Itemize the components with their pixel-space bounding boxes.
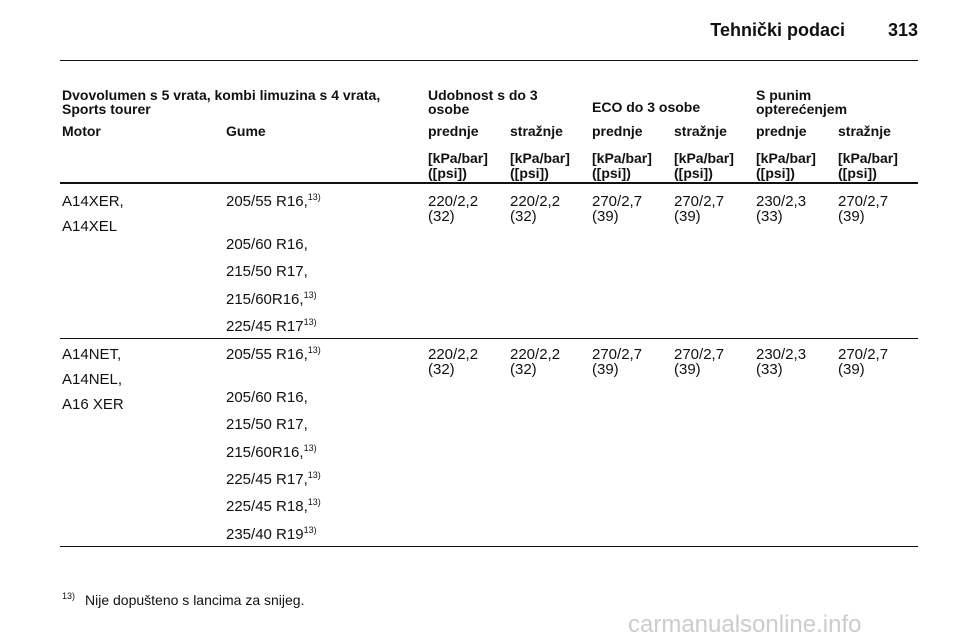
unit-label: [kPa/bar]	[428, 150, 488, 166]
pressure: 270/2,7	[674, 346, 725, 363]
page-number: 313	[887, 20, 918, 40]
tire-size: 215/50 R17,	[226, 263, 308, 281]
tire: 215/50 R17,	[226, 264, 308, 280]
column-header: stražnje	[838, 123, 891, 139]
tire-size: 215/50 R17,	[226, 416, 308, 434]
pressure: 270/2,7	[838, 193, 889, 210]
tire: 205/55 R16,13)	[226, 345, 321, 363]
pressure: (39)	[592, 361, 619, 378]
group-header: Udobnost s do 3 osobe	[428, 87, 538, 117]
unit-label: ([psi])	[428, 165, 467, 181]
tire-size: 205/55 R16,	[226, 346, 308, 363]
tire-size: 225/45 R18,	[226, 498, 308, 516]
footnote: 13) Nije dopušteno s lancima za snijeg.	[62, 591, 305, 609]
pressure: (33)	[756, 208, 783, 225]
pressure: 220/2,2	[510, 193, 561, 210]
pressure: (32)	[510, 208, 537, 225]
footnote-ref: 13)	[307, 345, 321, 355]
pressure: (32)	[428, 361, 455, 378]
column-header: Motor	[62, 123, 101, 139]
tire-size: 205/55 R16,	[226, 193, 308, 210]
group-header: S punim opterećenjem	[756, 87, 848, 117]
column-header: prednje	[756, 123, 807, 139]
header-title: Tehnički podaci	[710, 20, 845, 40]
pressure: 220/2,2	[428, 193, 479, 210]
motor: A14NEL,	[62, 371, 123, 388]
unit-label: ([psi])	[756, 165, 795, 181]
unit-label: ([psi])	[674, 165, 713, 181]
pressure: 220/2,2	[428, 346, 479, 363]
tire-size: 205/60 R16,	[226, 236, 308, 253]
rule	[60, 546, 918, 547]
pressure: (33)	[756, 361, 783, 378]
tire-size: 225/45 R17,	[226, 470, 308, 488]
rule	[60, 60, 918, 61]
tire: 235/40 R1913)	[226, 524, 317, 543]
rule	[60, 182, 918, 184]
tire: 215/60R16,13)	[226, 289, 317, 308]
pressure: 270/2,7	[592, 346, 643, 363]
pressure: (39)	[592, 208, 619, 225]
pressure: 220/2,2	[510, 346, 561, 363]
footnote-ref: 13)	[307, 497, 321, 508]
pressure: (32)	[428, 208, 455, 225]
footnote-ref: 13)	[303, 442, 317, 453]
tire: 205/55 R16,13)	[226, 192, 321, 210]
column-header: stražnje	[510, 123, 563, 139]
group-header: ECO do 3 osobe	[592, 99, 701, 115]
pressure: (39)	[838, 361, 865, 378]
tire-size: 235/40 R19	[226, 525, 304, 543]
tire-size: 225/45 R17	[226, 317, 304, 335]
column-header: prednje	[428, 123, 479, 139]
tire: 225/45 R17,13)	[226, 469, 321, 488]
pressure: 270/2,7	[592, 193, 643, 210]
tire: 225/45 R18,13)	[226, 497, 321, 516]
column-header: stražnje	[674, 123, 727, 139]
watermark: carmanualsonline.info	[628, 611, 862, 638]
footnote-text: Nije dopušteno s lancima za snijeg.	[85, 592, 305, 608]
pressure: 270/2,7	[838, 346, 889, 363]
pressure: (32)	[510, 361, 537, 378]
motor: A16 XER	[62, 396, 124, 413]
pressure: (39)	[674, 208, 701, 225]
group-header: Dvovolumen s 5 vrata, kombi limuzina s 4…	[62, 87, 381, 117]
footnote-ref: 13)	[307, 192, 321, 202]
footnote-ref: 13)	[303, 289, 317, 300]
unit-label: [kPa/bar]	[674, 150, 734, 166]
tire-size: 205/60 R16,	[226, 389, 308, 406]
rule	[60, 338, 918, 339]
footnote-ref: 13)	[303, 524, 317, 535]
motor: A14XER,	[62, 193, 124, 210]
motor: A14NET,	[62, 346, 122, 363]
column-header: prednje	[592, 123, 643, 139]
pressure: (39)	[674, 361, 701, 378]
tire-size: 215/60R16,	[226, 290, 304, 308]
tire: 205/60 R16,	[226, 390, 308, 406]
tire: 225/45 R1713)	[226, 316, 317, 335]
pressure: 230/2,3	[756, 193, 807, 210]
unit-label: [kPa/bar]	[510, 150, 570, 166]
tire: 205/60 R16,	[226, 237, 308, 253]
pressure: 230/2,3	[756, 346, 807, 363]
tire-size: 215/60R16,	[226, 443, 304, 461]
unit-label: [kPa/bar]	[838, 150, 898, 166]
unit-label: [kPa/bar]	[592, 150, 652, 166]
unit-label: ([psi])	[510, 165, 549, 181]
unit-label: [kPa/bar]	[756, 150, 816, 166]
pressure: 270/2,7	[674, 193, 725, 210]
motor: A14XEL	[62, 218, 118, 235]
footnote-ref: 13)	[62, 591, 76, 601]
tire: 215/50 R17,	[226, 417, 308, 433]
footnote-ref: 13)	[307, 469, 321, 480]
column-header: Gume	[226, 123, 266, 139]
pressure: (39)	[838, 208, 865, 225]
footnote-ref: 13)	[303, 316, 317, 327]
unit-label: ([psi])	[592, 165, 631, 181]
unit-label: ([psi])	[838, 165, 877, 181]
tire: 215/60R16,13)	[226, 442, 317, 461]
